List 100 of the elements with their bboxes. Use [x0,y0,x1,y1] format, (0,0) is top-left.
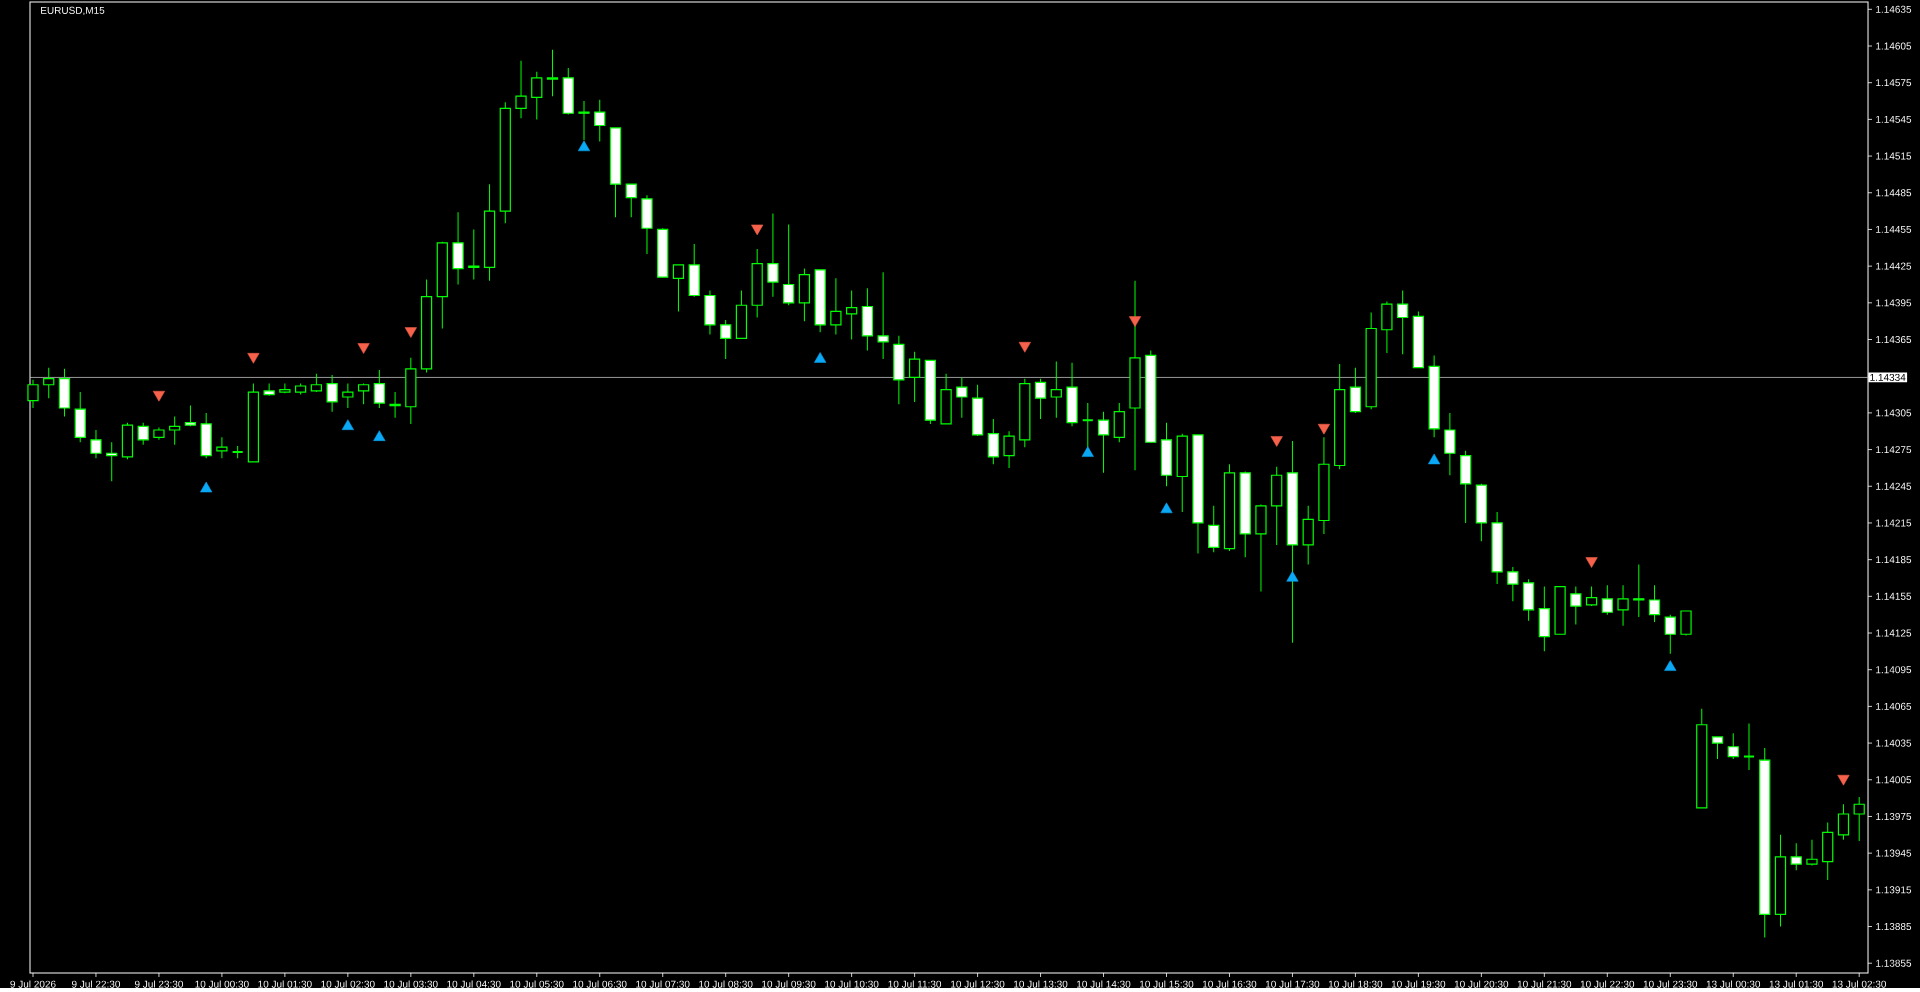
x-tick-label: 10 Jul 04:30 [447,980,501,988]
y-tick-label: 1.14485 [1876,189,1912,197]
candlestick [1444,412,1456,476]
y-tick-label: 1.14425 [1876,262,1912,270]
y-tick-label: 1.14575 [1876,79,1912,87]
candlestick [1034,378,1047,420]
candlestick [216,436,228,459]
y-tick-label: 1.13975 [1876,812,1912,820]
x-tick-label: 10 Jul 16:30 [1202,980,1257,988]
candlestick [877,271,889,360]
candlestick [43,367,55,399]
candlestick [137,422,149,446]
candlestick [1790,842,1802,871]
candlestick [672,264,685,312]
candlestick [625,183,637,218]
candlestick [956,376,968,419]
x-tick-label: 10 Jul 11:30 [888,980,942,988]
candlestick [468,228,480,281]
x-tick-label: 13 Jul 00:30 [1706,980,1761,988]
x-tick-label: 10 Jul 18:30 [1328,980,1383,988]
x-tick-label: 9 Jul 23:30 [134,980,183,988]
x-tick-label: 13 Jul 01:30 [1769,980,1824,988]
x-tick-label: 10 Jul 17:30 [1265,980,1320,988]
candlestick [1711,736,1724,760]
y-tick-label: 1.14095 [1876,666,1912,674]
candlestick [987,418,999,465]
candlestick [27,379,39,409]
candlestick [1617,584,1629,627]
y-tick-label: 1.14395 [1876,299,1912,307]
candlestick [1806,839,1818,866]
candlestick [389,391,401,419]
y-tick-label: 1.14245 [1876,482,1912,490]
y-tick-label: 1.14125 [1876,629,1912,637]
x-tick-label: 10 Jul 07:30 [636,980,690,988]
candlestick [1208,505,1220,553]
x-tick-label: 10 Jul 03:30 [384,980,438,988]
x-tick-label: 10 Jul 05:30 [510,980,564,988]
x-tick-label: 10 Jul 22:30 [1580,980,1635,988]
y-tick-label: 1.13945 [1876,849,1912,857]
candlestick [1633,563,1645,618]
chart-title: EURUSD,M15 [41,6,105,16]
candlestick [1648,584,1661,623]
candlestick [531,71,543,120]
candlestick [1050,360,1062,419]
y-tick-label: 1.13915 [1876,886,1912,894]
y-tick-label: 1.14155 [1876,592,1912,600]
ref-line-label: 1.14334 [1870,373,1906,381]
x-tick-label: 10 Jul 12:30 [951,980,1005,988]
candlestick [1837,803,1850,841]
candlestick [326,374,338,413]
candlestick [1664,614,1676,655]
y-tick-label: 1.14035 [1876,739,1912,747]
x-tick-label: 10 Jul 21:30 [1517,980,1572,988]
x-tick-label: 10 Jul 09:30 [762,980,816,988]
candlestick [908,351,921,403]
candlestick [342,382,354,409]
y-tick-label: 1.14005 [1876,776,1912,784]
candlestick [90,429,102,459]
x-tick-label: 9 Jul 22:30 [71,980,121,988]
candlestick [830,277,842,336]
x-tick-label: 10 Jul 06:30 [573,980,627,988]
candlestick [1570,585,1582,625]
candlestick [1742,722,1756,771]
y-tick-label: 1.14605 [1876,42,1912,50]
candlestick [594,99,606,142]
x-tick-label: 10 Jul 13:30 [1014,980,1068,988]
candlestick [1097,411,1110,474]
candlestick [373,369,385,409]
candlestick [1727,732,1739,760]
y-tick-label: 1.14065 [1876,702,1912,710]
x-tick-label: 10 Jul 01:30 [258,980,312,988]
candlestick [263,382,275,397]
candlestick [1680,610,1692,636]
x-tick-label: 13 Jul 02:30 [1832,980,1887,988]
candlestick [169,415,181,446]
y-tick-label: 1.14455 [1876,225,1912,233]
x-tick-label: 10 Jul 10:30 [825,980,879,988]
candlestick [1853,796,1865,842]
x-tick-label: 10 Jul 14:30 [1077,980,1131,988]
y-tick-label: 1.14365 [1876,335,1912,343]
candlestick [1397,290,1409,355]
candlestick [720,319,732,360]
x-tick-label: 10 Jul 00:30 [195,980,249,988]
candlestick [515,60,527,119]
x-tick-label: 10 Jul 23:30 [1643,980,1698,988]
y-tick-label: 1.14275 [1876,445,1912,454]
y-tick-label: 1.13885 [1876,922,1912,930]
x-tick-label: 10 Jul 19:30 [1391,980,1446,988]
x-tick-label: 10 Jul 02:30 [321,980,375,988]
candlestick [546,49,559,97]
y-tick-label: 1.14185 [1876,556,1912,564]
y-tick-label: 1.14305 [1876,409,1912,417]
x-tick-label: 10 Jul 15:30 [1140,980,1194,988]
candlestick [1601,584,1613,616]
candlestick [783,223,795,306]
candlestick [279,382,291,394]
candlestick [1003,430,1015,469]
y-tick-label: 1.14545 [1876,115,1912,123]
y-tick-label: 1.14515 [1876,152,1912,160]
y-tick-label: 1.13855 [1876,959,1912,967]
